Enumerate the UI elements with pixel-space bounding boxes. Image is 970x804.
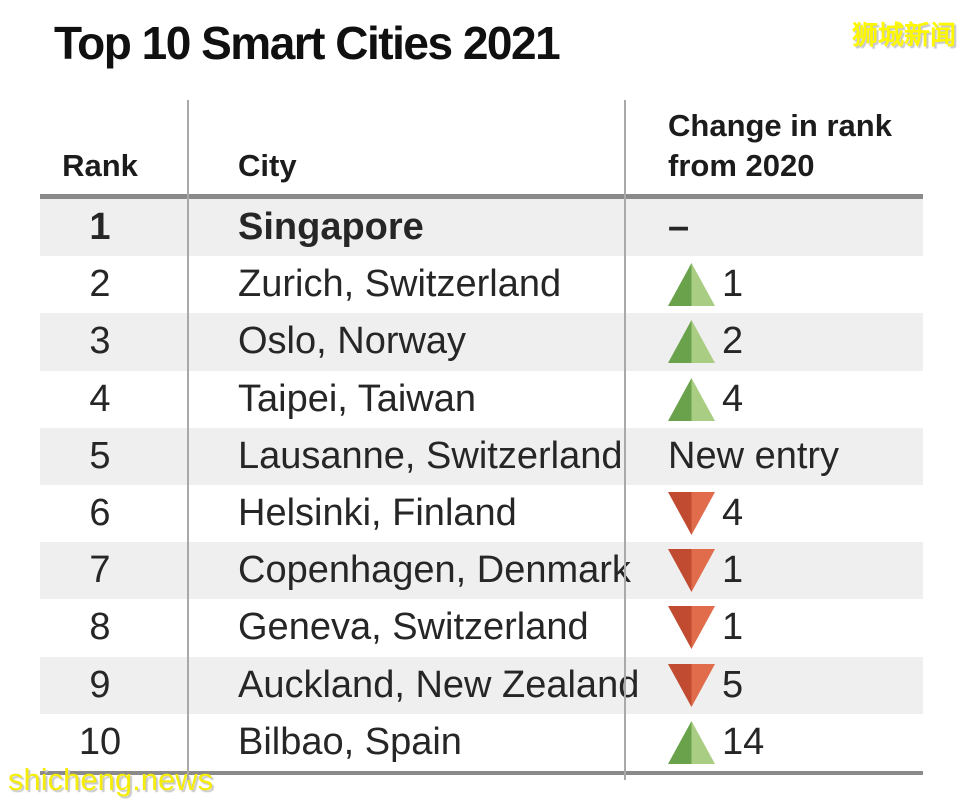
- rank-up-icon: [668, 377, 715, 421]
- city-cell: Geneva, Switzerland: [238, 606, 589, 649]
- change-cell: –: [625, 199, 923, 256]
- change-cell: 2: [625, 313, 923, 370]
- change-value: 1: [722, 606, 744, 649]
- city-cell: Helsinki, Finland: [238, 492, 517, 535]
- change-cell: 14: [625, 714, 923, 771]
- column-divider-rank-city: [187, 100, 189, 780]
- city-cell: Auckland, New Zealand: [238, 663, 640, 706]
- rank-down-icon: [668, 549, 715, 593]
- column-header-city: City: [238, 148, 297, 183]
- change-value: 1: [722, 263, 744, 306]
- smart-cities-table: Rank City Change in rank from 2020 1 Sin…: [40, 100, 923, 780]
- table-body: 1 Singapore – 2 Zurich, Switzerland 1 3 …: [40, 199, 923, 775]
- rank-up-icon: [668, 720, 715, 764]
- no-change-dash: –: [668, 206, 690, 249]
- rank-down-icon: [668, 492, 715, 536]
- column-header-rank: Rank: [62, 148, 138, 183]
- city-cell: Lausanne, Switzerland: [238, 434, 623, 477]
- change-cell: 1: [625, 256, 923, 313]
- change-cell: 4: [625, 371, 923, 428]
- rank-cell: 7: [89, 549, 111, 592]
- rank-cell: 5: [89, 434, 111, 477]
- table-row: 5 Lausanne, Switzerland New entry: [40, 427, 923, 485]
- table-row: 4 Taipei, Taiwan 4: [40, 371, 923, 428]
- table-row: 9 Auckland, New Zealand 5: [40, 656, 923, 714]
- rank-down-icon: [668, 606, 715, 650]
- rank-cell: 8: [89, 606, 111, 649]
- change-value: 2: [722, 320, 744, 363]
- change-value: 1: [722, 549, 744, 592]
- column-header-change-line2: from 2020: [668, 148, 815, 183]
- city-cell: Oslo, Norway: [238, 320, 467, 363]
- table-row: 8 Geneva, Switzerland 1: [40, 599, 923, 656]
- rank-cell: 9: [89, 663, 111, 706]
- change-value: 4: [722, 492, 744, 535]
- table-row: 1 Singapore –: [40, 199, 923, 257]
- rank-cell: 3: [89, 320, 111, 363]
- rank-up-icon: [668, 263, 715, 307]
- watermark-site-url: shicheng.news: [8, 762, 214, 797]
- rank-cell: 6: [89, 492, 111, 535]
- table-row: 3 Oslo, Norway 2: [40, 313, 923, 371]
- change-value: 14: [722, 720, 765, 763]
- table-header-row: Rank City Change in rank from 2020: [40, 100, 923, 199]
- rank-cell: 10: [78, 720, 122, 763]
- change-value: 5: [722, 663, 744, 706]
- change-value: 4: [722, 377, 744, 420]
- rank-cell: 1: [89, 206, 111, 249]
- rank-cell: 4: [89, 377, 111, 420]
- new-entry-label: New entry: [668, 434, 840, 477]
- page-title: Top 10 Smart Cities 2021: [54, 17, 561, 69]
- city-cell: Zurich, Switzerland: [238, 263, 562, 306]
- city-cell: Bilbao, Spain: [238, 720, 462, 763]
- table-row: 10 Bilbao, Spain 14: [40, 714, 923, 771]
- column-header-change: Change in rank from 2020: [625, 100, 923, 201]
- city-cell: Singapore: [238, 206, 424, 249]
- table-row: 7 Copenhagen, Denmark 1: [40, 542, 923, 600]
- column-divider-city-change: [624, 100, 626, 780]
- city-cell: Copenhagen, Denmark: [238, 549, 631, 592]
- city-cell: Taipei, Taiwan: [238, 377, 477, 420]
- column-header-change-line1: Change in rank: [668, 108, 892, 143]
- watermark-site-name: 狮城新闻: [851, 20, 956, 50]
- change-cell: New entry: [625, 428, 923, 485]
- change-cell: 1: [625, 599, 923, 656]
- rank-down-icon: [668, 663, 715, 707]
- change-cell: 4: [625, 485, 923, 542]
- table-row: 6 Helsinki, Finland 4: [40, 485, 923, 542]
- rank-cell: 2: [89, 263, 111, 306]
- change-cell: 1: [625, 542, 923, 599]
- rank-up-icon: [668, 320, 715, 364]
- table-row: 2 Zurich, Switzerland 1: [40, 256, 923, 313]
- change-cell: 5: [625, 657, 923, 714]
